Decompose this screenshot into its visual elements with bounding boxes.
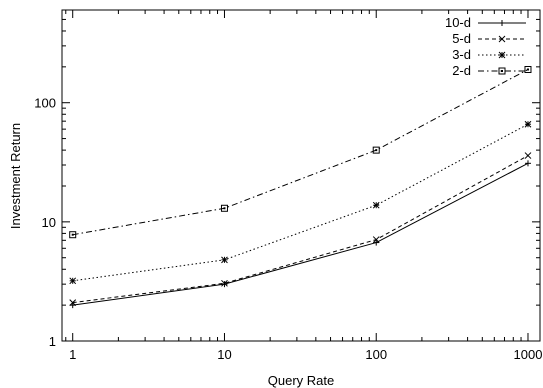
legend-marker-2-d (498, 67, 506, 75)
data-point-3-d (524, 120, 532, 128)
series-layer (69, 66, 532, 309)
y-axis-ticks: 1 10 100 (34, 9, 540, 349)
x-tick-label: 1 (69, 347, 76, 362)
y-axis-title: Investment Return (8, 123, 23, 229)
legend-label: 3-d (452, 47, 471, 62)
series-line-5-d (72, 155, 529, 304)
data-point-3-d (69, 277, 77, 285)
legend-marker-3-d (498, 51, 506, 59)
data-point-5-d (524, 152, 532, 159)
plot-frame (61, 9, 541, 342)
x-tick-label: 10 (217, 347, 231, 362)
x-tick-label: 1000 (514, 347, 543, 362)
series-line-10-d (72, 162, 529, 306)
data-point-10-d (221, 281, 228, 288)
y-tick-label: 10 (42, 215, 56, 230)
data-point-3-d (372, 201, 380, 209)
data-point-3-d (221, 256, 228, 264)
data-point-5-d (372, 236, 380, 243)
legend-label: 2-d (452, 63, 471, 78)
x-tick-label: 100 (365, 347, 387, 362)
x-axis-title: Query Rate (268, 373, 334, 388)
legend-marker-10-d (499, 20, 505, 26)
y-tick-label: 1 (49, 334, 56, 349)
data-point-2-d (372, 146, 380, 154)
data-point-5-d (221, 279, 228, 287)
legend: 10-d5-d3-d2-d (445, 15, 526, 78)
x-axis-ticks: 1 10 100 1000 (65, 10, 543, 362)
data-point-2-d (524, 66, 532, 74)
series-line-2-d (72, 69, 529, 236)
series-line-3-d (72, 123, 529, 282)
data-point-2-d (220, 204, 228, 212)
data-point-10-d (373, 239, 380, 246)
legend-label: 5-d (452, 31, 471, 46)
y-tick-label: 100 (34, 96, 56, 111)
legend-marker-5-d (498, 35, 506, 43)
data-point-2-d (69, 231, 77, 239)
legend-label: 10-d (445, 15, 471, 30)
data-point-5-d (69, 299, 77, 306)
data-point-10-d (524, 160, 531, 167)
